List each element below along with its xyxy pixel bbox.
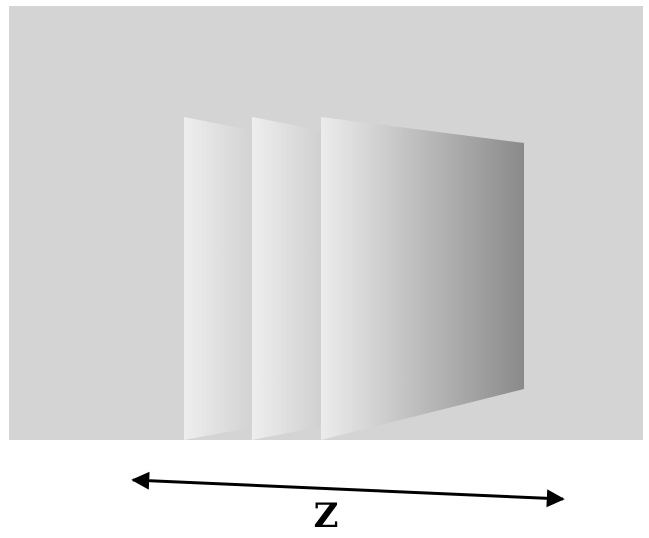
z-axis-label: Z: [313, 496, 339, 536]
z-axis-arrow: [131, 471, 565, 508]
plate-3: [321, 117, 524, 440]
